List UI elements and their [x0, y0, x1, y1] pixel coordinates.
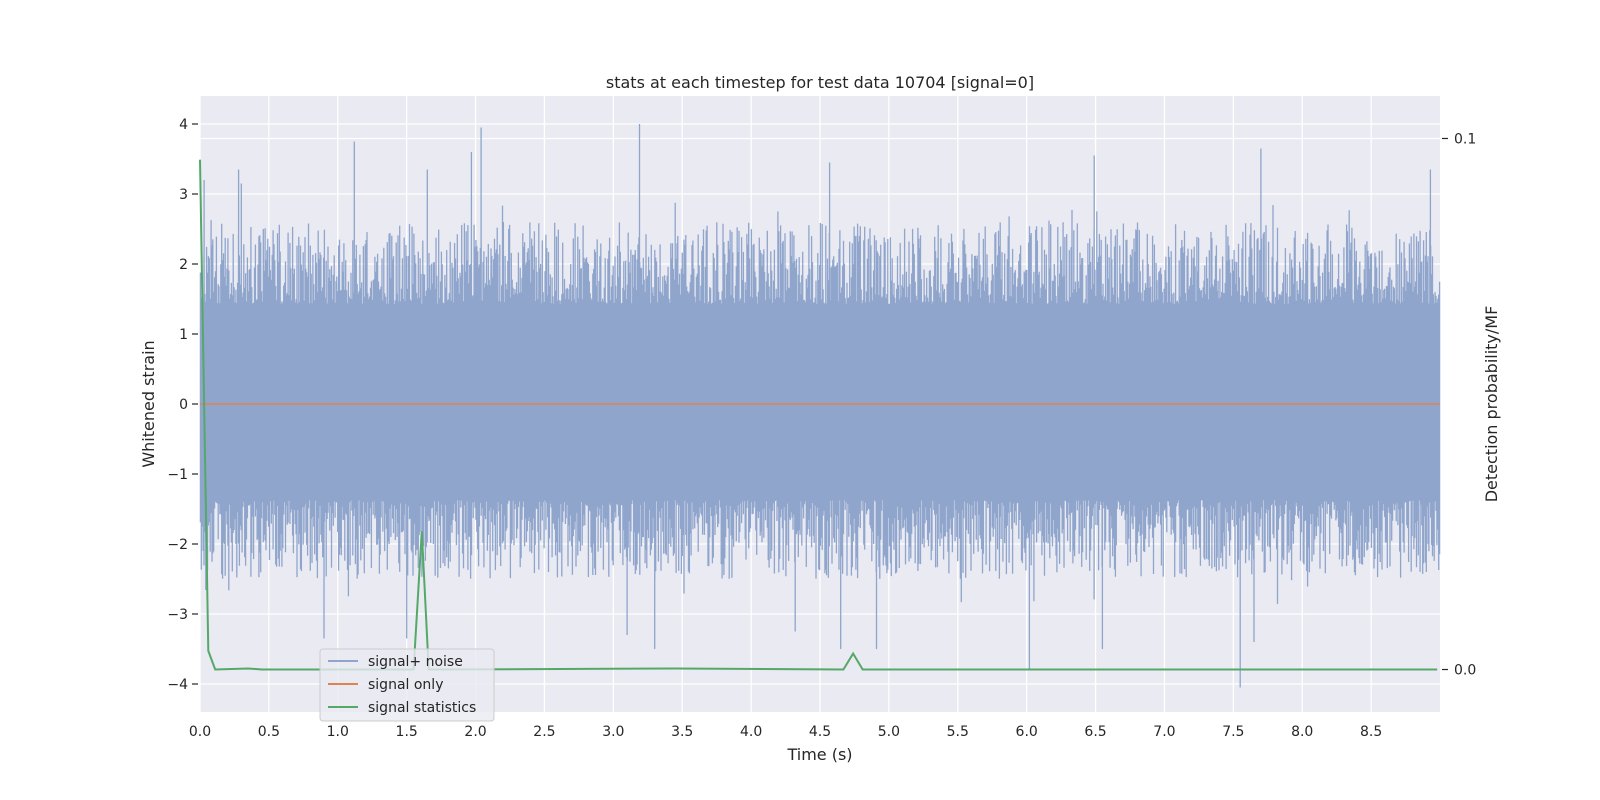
x-tick-label: 6.5 [1084, 724, 1106, 740]
x-tick-label: 5.0 [878, 724, 900, 740]
x-tick-label: 3.5 [671, 724, 693, 740]
x-tick-label: 6.0 [1016, 724, 1038, 740]
tick-layer: 0.0 0.5 1.0 1.5 2.0 2.5 3.0 3.5 4.0 4.5 5.0 5.5 6.0 6… [167, 117, 1476, 740]
legend-label-signal-statistics: signal statistics [368, 700, 476, 716]
x-tick-label: 2.0 [464, 724, 486, 740]
x-tick-label: 2.5 [533, 724, 555, 740]
legend-label-signal-noise: signal+ noise [368, 654, 463, 670]
y-axis-label: Whitened strain [139, 340, 158, 467]
x-tick-label: 5.5 [947, 724, 969, 740]
x-tick-label: 0.0 [189, 724, 211, 740]
y-right-tick-label: 0.0 [1454, 663, 1476, 679]
y-tick-label: −1 [167, 467, 188, 483]
y-tick-label: 2 [179, 257, 188, 273]
y-right-tick-label: 0.1 [1454, 131, 1476, 147]
y-tick-label: 1 [179, 327, 188, 343]
signal-noise-line [199, 124, 1441, 688]
y-axis-right-label: Detection probability/MF [1482, 306, 1501, 503]
x-tick-label: 3.0 [602, 724, 624, 740]
series-layer [199, 124, 1441, 688]
y-tick-label: −3 [167, 607, 188, 623]
x-tick-label: 8.0 [1291, 724, 1313, 740]
series-signal-statistics [199, 159, 1438, 671]
x-tick-label: 1.5 [396, 724, 418, 740]
x-tick-label: 7.0 [1153, 724, 1175, 740]
legend: signal+ noise signal only signal statist… [319, 648, 495, 722]
x-tick-label: 1.0 [327, 724, 349, 740]
x-tick-label: 4.0 [740, 724, 762, 740]
legend-label-signal-only: signal only [368, 677, 443, 693]
x-tick-label: 8.5 [1360, 724, 1382, 740]
x-tick-label: 0.5 [258, 724, 280, 740]
chart-title: stats at each timestep for test data 107… [606, 73, 1034, 92]
x-tick-label: 4.5 [809, 724, 831, 740]
legend-box [319, 648, 495, 722]
y-tick-label: −4 [167, 677, 188, 693]
y-tick-label: −2 [167, 537, 188, 553]
y-tick-label: 3 [179, 187, 188, 203]
y-tick-label: 0 [179, 397, 188, 413]
y-tick-label: 4 [179, 117, 188, 133]
x-axis-label: Time (s) [786, 745, 852, 764]
x-tick-label: 7.5 [1222, 724, 1244, 740]
